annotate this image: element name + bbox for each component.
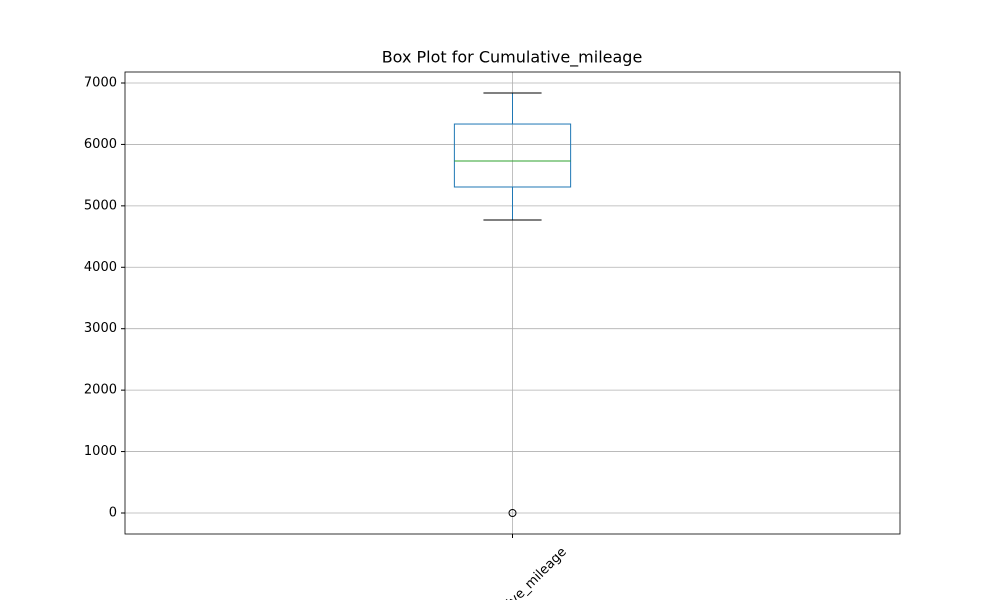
y-tick-label: 5000 xyxy=(84,198,117,213)
x-tick-label: Cumulative_mileage xyxy=(465,545,570,600)
y-tick-label: 0 xyxy=(109,505,117,520)
box xyxy=(453,123,572,188)
chart-title: Box Plot for Cumulative_mileage xyxy=(382,48,643,68)
axes-frame xyxy=(124,71,901,535)
y-tick-label: 3000 xyxy=(84,321,117,336)
y-tick-label: 7000 xyxy=(84,75,117,90)
y-tick-label: 1000 xyxy=(84,444,117,459)
y-tick-label: 4000 xyxy=(84,260,117,275)
flier xyxy=(508,508,517,517)
plot-area: 0 1000 2000 3000 4000 5000 6000 7000 Cumulative_… xyxy=(84,72,900,600)
y-tick-label: 2000 xyxy=(84,383,117,398)
y-tick-label: 6000 xyxy=(84,137,117,152)
